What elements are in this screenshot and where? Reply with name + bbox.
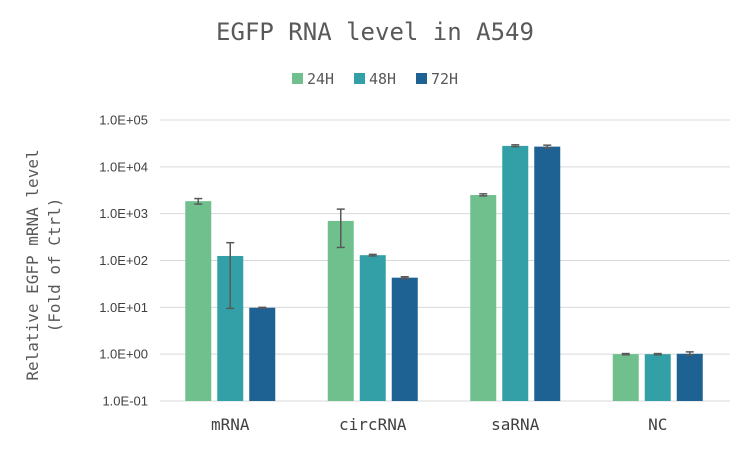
x-category-label: NC [648,415,667,434]
legend-item-48h: 48H [354,70,396,88]
bar-24h-mrna [185,201,212,401]
error-bar [511,144,520,148]
y-tick-label: 1.0E+04 [99,159,148,174]
bar-48h-nc [644,354,671,401]
error-bar [194,197,203,205]
legend-item-72h: 72H [416,70,458,88]
error-bar [368,253,377,257]
legend-item-24h: 24H [292,70,334,88]
bar-72h-mrna [249,307,276,401]
legend: 24H 48H 72H [292,70,458,88]
bar-24h-sarna [470,195,497,401]
y-axis-ticks: 1.0E-01 1.0E+00 1.0E+01 1.0E+02 1.0E+03 1.0E+… [99,113,148,409]
bar-24h-nc [612,354,639,401]
legend-swatch [354,73,365,84]
legend-swatch [292,73,303,84]
error-bar [258,306,267,309]
y-tick-label: 1.0E-01 [102,394,148,409]
error-bars [194,144,694,356]
y-tick-label: 1.0E+01 [99,300,148,315]
bar-48h-sarna [502,145,529,401]
x-category-label: saRNA [491,415,540,434]
error-bar [543,144,552,149]
error-bar [653,352,662,356]
y-tick-label: 1.0E+05 [99,113,148,128]
bar-72h-nc [676,353,703,401]
bar-48h-circrna [359,255,386,401]
y-tick-label: 1.0E+02 [99,253,148,268]
bar-72h-sarna [534,146,561,401]
error-bar [336,208,345,249]
chart-title: EGFP RNA level in A549 [216,18,534,46]
y-axis-title: Relative EGFP mRNA level (Fold of Ctrl) [23,149,64,380]
error-bar [685,351,694,356]
gridlines [160,119,730,402]
bar-72h-circrna [391,277,418,401]
y-axis-title-line1: Relative EGFP mRNA level [23,149,42,380]
y-axis-title-line2: (Fold of Ctrl) [45,198,64,333]
error-bar [479,193,488,197]
y-tick-label: 1.0E+03 [99,206,148,221]
x-category-label: circRNA [339,415,407,434]
legend-label: 24H [307,70,334,88]
error-bar [226,241,235,310]
error-bar [621,352,630,356]
bar-24h-circrna [327,220,354,401]
x-category-label: mRNA [211,415,250,434]
bars [185,145,703,401]
x-axis-labels: mRNA circRNA saRNA NC [211,415,667,434]
legend-swatch [416,73,427,84]
error-bar [400,275,409,280]
legend-label: 72H [431,70,458,88]
y-tick-label: 1.0E+00 [99,347,148,362]
legend-label: 48H [369,70,396,88]
